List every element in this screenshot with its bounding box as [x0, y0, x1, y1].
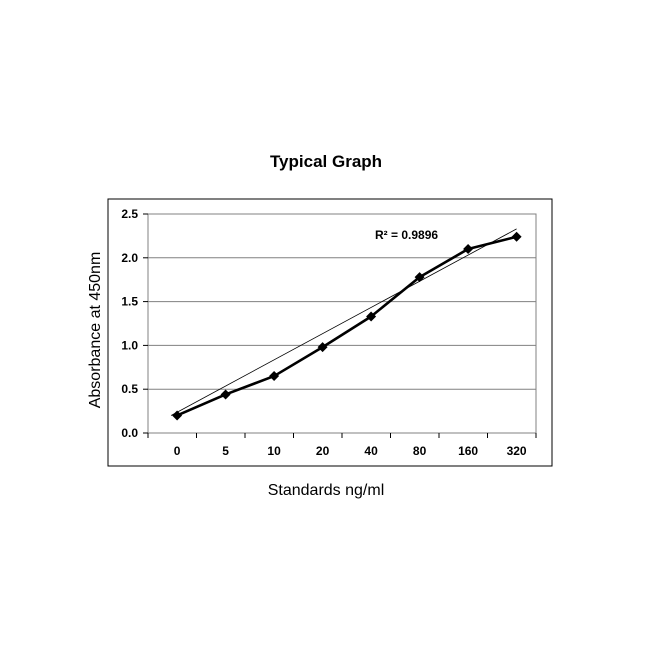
- x-tick-label: 40: [364, 444, 378, 458]
- grid-layer: [143, 213, 537, 438]
- x-tick-label: 0: [174, 444, 181, 458]
- series-line: [176, 235, 517, 417]
- y-tick-label: 0.0: [121, 426, 138, 440]
- y-tick-label: 0.5: [121, 382, 138, 396]
- data-point: [172, 410, 183, 421]
- y-tick-label: 1.5: [121, 295, 138, 309]
- trendline: [170, 228, 517, 416]
- x-tick-label: 10: [267, 444, 281, 458]
- y-tick-label: 2.0: [121, 251, 138, 265]
- x-tick-label: 80: [413, 444, 427, 458]
- data-point: [414, 272, 425, 283]
- data-point: [269, 371, 280, 382]
- x-tick-label: 160: [458, 444, 478, 458]
- data-point: [317, 342, 328, 353]
- data-point: [366, 311, 377, 322]
- y-tick-labels: 0.0 0.5 1.0 1.5 2.0 2.5: [121, 207, 138, 440]
- x-tick-label: 5: [222, 444, 229, 458]
- chart-title: Typical Graph: [270, 152, 382, 171]
- data-point: [511, 231, 522, 242]
- y-tick-label: 2.5: [121, 207, 138, 221]
- trendline-layer: [170, 228, 517, 416]
- r-squared-annotation: R² = 0.9896: [375, 228, 438, 242]
- x-tick-labels: 0 5 10 20 40 80 160 320: [174, 444, 527, 458]
- data-point: [220, 389, 231, 400]
- data-point: [463, 244, 474, 255]
- y-axis-label: Absorbance at 450nm: [87, 252, 104, 409]
- x-tick-label: 20: [316, 444, 330, 458]
- x-tick-label: 320: [507, 444, 527, 458]
- y-tick-label: 1.0: [121, 338, 138, 352]
- series-layer: [172, 231, 522, 421]
- x-axis-label: Standards ng/ml: [268, 482, 385, 499]
